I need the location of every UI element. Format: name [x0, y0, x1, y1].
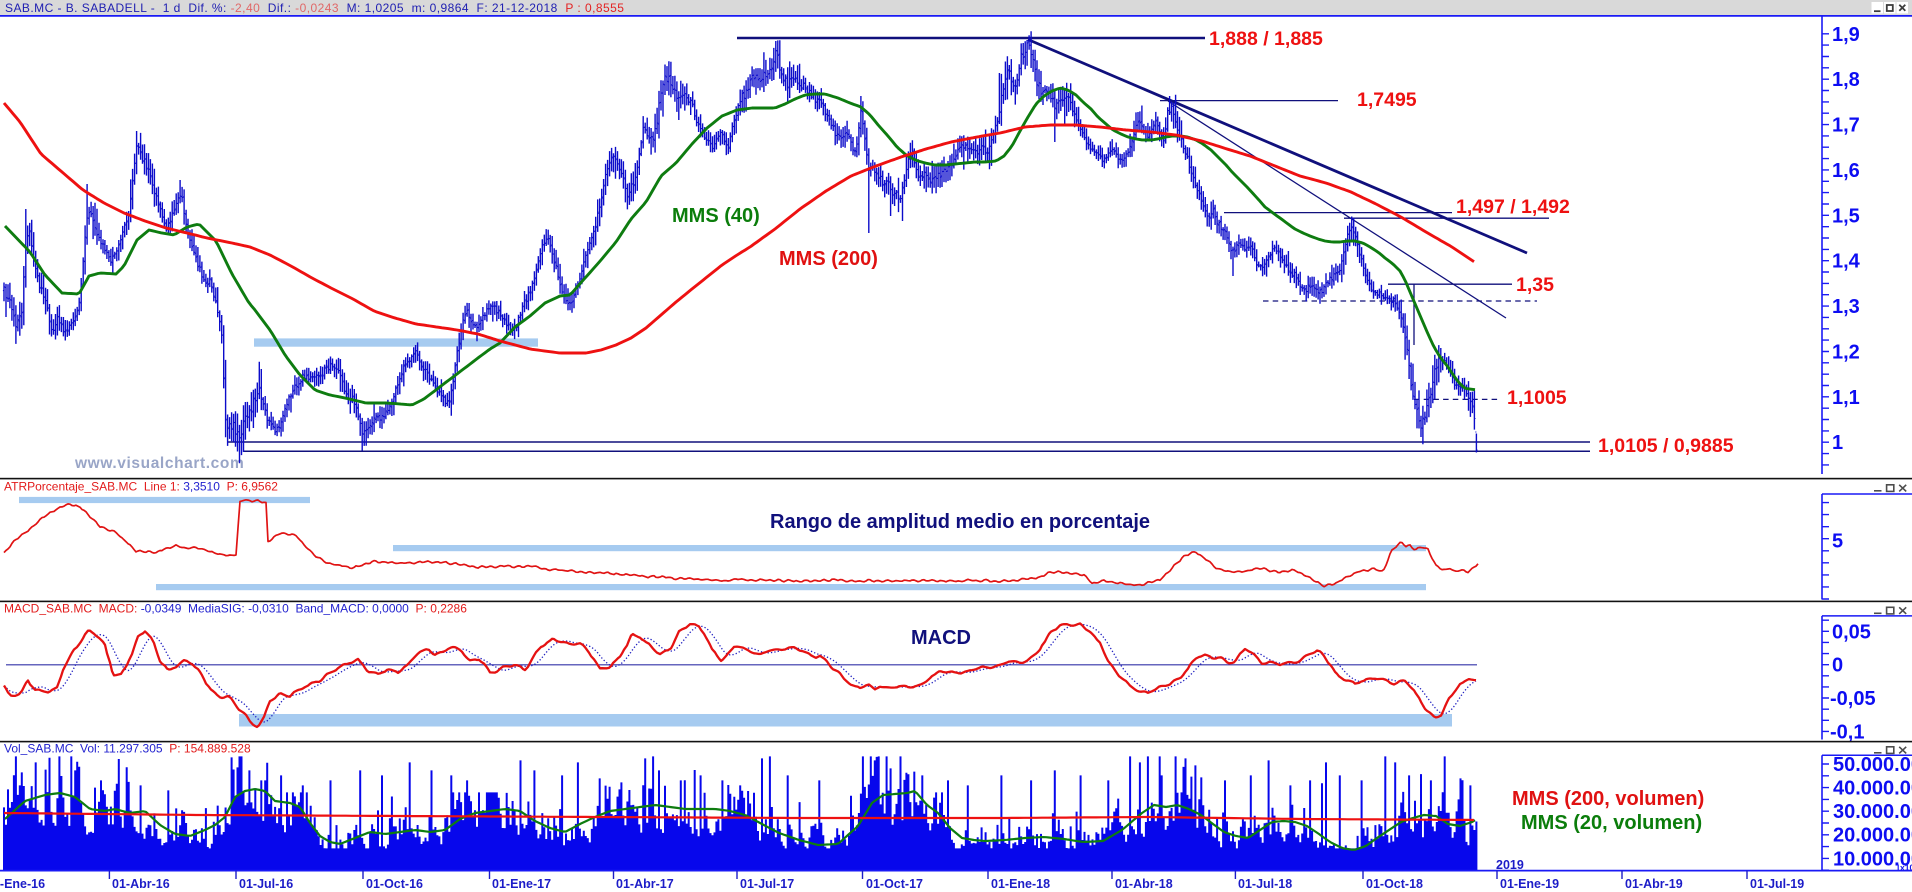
- svg-text:-0,1: -0,1: [1830, 721, 1864, 743]
- svg-text:1,35: 1,35: [1516, 274, 1554, 296]
- svg-text:1,9: 1,9: [1832, 24, 1860, 46]
- svg-text:2019: 2019: [1496, 858, 1524, 872]
- svg-text:SAB.MC - B. SABADELL - 1 d D: SAB.MC - B. SABADELL - 1 d Dif. %: -2,40…: [5, 1, 624, 15]
- svg-text:01-Ene-19: 01-Ene-19: [1500, 877, 1559, 891]
- svg-text:MMS (20, volumen): MMS (20, volumen): [1521, 812, 1702, 834]
- svg-text:MMS (200, volumen): MMS (200, volumen): [1512, 788, 1704, 810]
- svg-text:1: 1: [1832, 432, 1843, 454]
- svg-text:Vol_SAB.MC Vol: 11.297.305 P: Vol_SAB.MC Vol: 11.297.305 P: 154.889.52…: [4, 742, 251, 756]
- svg-text:MACD: MACD: [911, 627, 971, 649]
- svg-text:01-Ene-16: 01-Ene-16: [0, 877, 45, 891]
- svg-text:01-Abr-19: 01-Abr-19: [1625, 877, 1683, 891]
- svg-text:10.000.00: 10.000.00: [1833, 848, 1912, 870]
- svg-text:1,5: 1,5: [1832, 205, 1860, 227]
- svg-text:MMS (40): MMS (40): [672, 205, 760, 227]
- svg-text:01-Oct-18: 01-Oct-18: [1366, 877, 1423, 891]
- svg-text:1,8: 1,8: [1832, 69, 1860, 91]
- svg-text:1,1005: 1,1005: [1507, 387, 1567, 409]
- svg-text:ATRPorcentaje_SAB.MC Line 1:: ATRPorcentaje_SAB.MC Line 1: 3,3510 P: 6…: [4, 480, 278, 494]
- svg-text:01-Ene-18: 01-Ene-18: [991, 877, 1050, 891]
- svg-text:1,4: 1,4: [1832, 251, 1861, 273]
- svg-text:1,7: 1,7: [1832, 115, 1860, 137]
- svg-text:1,888 / 1,885: 1,888 / 1,885: [1209, 28, 1323, 50]
- svg-text:0,05: 0,05: [1832, 621, 1871, 643]
- svg-text:01-Abr-16: 01-Abr-16: [112, 877, 170, 891]
- svg-text:50.000.00: 50.000.00: [1833, 754, 1912, 776]
- svg-text:01-Jul-19: 01-Jul-19: [1750, 877, 1804, 891]
- svg-text:01-Jul-16: 01-Jul-16: [239, 877, 293, 891]
- svg-text:01-Jul-17: 01-Jul-17: [740, 877, 794, 891]
- svg-text:1,2: 1,2: [1832, 342, 1860, 364]
- svg-text:1,1: 1,1: [1832, 387, 1860, 409]
- svg-text:MACD_SAB.MC MACD: -0,0349 Me: MACD_SAB.MC MACD: -0,0349 MediaSIG: -0,0…: [4, 602, 467, 616]
- svg-text:1,6: 1,6: [1832, 160, 1860, 182]
- svg-text:5: 5: [1832, 531, 1843, 553]
- svg-text:40.000.00: 40.000.00: [1833, 778, 1912, 800]
- svg-text:x10: x10: [1900, 863, 1912, 873]
- svg-text:20.000.00: 20.000.00: [1833, 825, 1912, 847]
- svg-text:1,497 / 1,492: 1,497 / 1,492: [1456, 196, 1570, 218]
- svg-text:01-Oct-16: 01-Oct-16: [366, 877, 423, 891]
- svg-text:0: 0: [1832, 655, 1843, 677]
- svg-text:1,3: 1,3: [1832, 296, 1860, 318]
- svg-text:01-Oct-17: 01-Oct-17: [866, 877, 923, 891]
- svg-text:01-Jul-18: 01-Jul-18: [1238, 877, 1292, 891]
- svg-text:1,0105 / 0,9885: 1,0105 / 0,9885: [1598, 435, 1734, 457]
- svg-text:01-Abr-18: 01-Abr-18: [1115, 877, 1173, 891]
- svg-text:30.000.00: 30.000.00: [1833, 801, 1912, 823]
- svg-text:01-Ene-17: 01-Ene-17: [492, 877, 551, 891]
- svg-text:1,7495: 1,7495: [1357, 89, 1417, 111]
- svg-text:-0,05: -0,05: [1830, 688, 1876, 710]
- svg-text:Rango de amplitud medio en por: Rango de amplitud medio en porcentaje: [770, 511, 1150, 533]
- svg-text:MMS (200): MMS (200): [779, 248, 878, 270]
- svg-text:www.visualchart.com: www.visualchart.com: [74, 455, 244, 472]
- svg-text:01-Abr-17: 01-Abr-17: [616, 877, 674, 891]
